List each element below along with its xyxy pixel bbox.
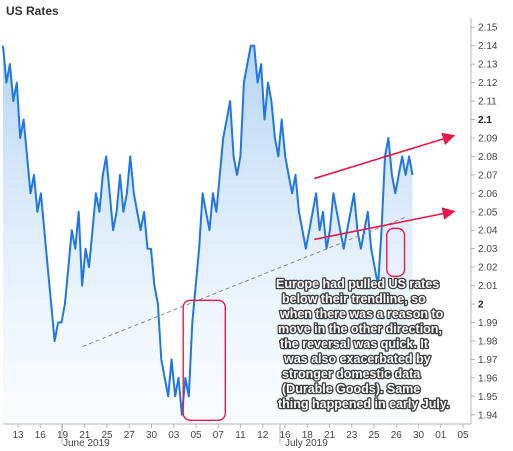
y-tick-label: 2.01 [478,281,498,292]
x-tick-label: 27 [124,430,136,441]
y-tick-label: 2.1 [478,115,492,126]
x-tick-label: 16 [279,430,291,441]
y-tick-label: 2.02 [478,263,498,274]
x-tick-label: 05 [457,430,469,441]
highlight-box [182,299,226,422]
y-tick-label: 1.98 [478,336,498,347]
x-tick-label: 30 [413,430,425,441]
annotation-line: (Durable Goods). Same [282,382,420,396]
y-tick-label: 1.97 [478,355,498,366]
series-line [2,44,414,416]
y-tick-label: 2.08 [478,152,498,163]
y-tick-label: 2.07 [478,170,498,181]
y-tick-label: 2.14 [478,41,498,52]
annotation-line: was also exacerbated by [283,352,431,366]
x-tick-label: 11 [235,430,246,441]
y-axis: 2.15 2.14 2.13 2.12 2.11 2.1 2.09 2.08 2.07 2.06 2… [470,18,498,424]
x-tick-label: 13 [12,430,24,441]
y-tick-label: 2.13 [478,60,498,71]
annotation-line: the reversal was quick. It [280,337,429,351]
x-tick-label: 21 [324,430,336,441]
y-tick-label: 2 [478,300,484,311]
x-tick-label: 07 [213,430,225,441]
x-axis: 13 16 19 21 25 27 30 03 05 07 11 12 16 18 21 23 25 26 30 01… [3,423,471,444]
annotation-line: below their trendline, so [282,292,426,306]
annotation-line: thing happened in early July. [278,397,449,411]
y-tick-label: 2.06 [478,189,498,200]
y-tick-label: 1.94 [478,410,498,421]
x-tick-label: 01 [435,430,447,441]
x-tick-label: 26 [391,430,403,441]
y-tick-label: 2.09 [478,133,498,144]
x-tick-label: 12 [257,430,269,441]
y-tick-label: 2.15 [478,23,498,34]
x-tick-label: 30 [146,430,158,441]
x-tick-label: 23 [346,430,358,441]
plot-area [2,44,456,424]
x-tick-label: 21 [79,430,91,441]
x-tick-label: 19 [57,430,69,441]
y-tick-label: 2.05 [478,207,498,218]
chart-title: US Rates [6,4,59,18]
x-tick-label: 18 [302,430,314,441]
dashed-trendline [82,216,406,347]
annotation-line: move in the other direction, [278,322,442,336]
annotation-line: when there was a reason to [279,307,444,321]
y-tick-label: 2.04 [478,226,498,237]
annotation-line: Europe had pulled US rates [276,277,439,291]
red-arrow-trendline [314,207,456,241]
x-tick-label: 25 [368,430,380,441]
y-tick-label: 1.99 [478,318,498,329]
x-tick-label: 05 [190,430,202,441]
y-tick-label: 1.96 [478,373,498,384]
month-label-july: July 2019 [285,438,328,449]
series-area [3,45,413,424]
x-tick-label: 16 [35,430,47,441]
y-tick-label: 1.95 [478,392,498,403]
y-tick-label: 2.03 [478,244,498,255]
y-tick-label: 2.11 [478,97,497,108]
x-tick-label: 25 [101,430,113,441]
month-label-june: June 2019 [63,438,110,449]
y-tick-label: 2.12 [478,78,498,89]
highlight-box [386,227,406,278]
red-arrow-trendline [313,132,456,180]
annotation-line: stronger domestic data [282,367,421,381]
x-tick-label: 03 [168,430,180,441]
